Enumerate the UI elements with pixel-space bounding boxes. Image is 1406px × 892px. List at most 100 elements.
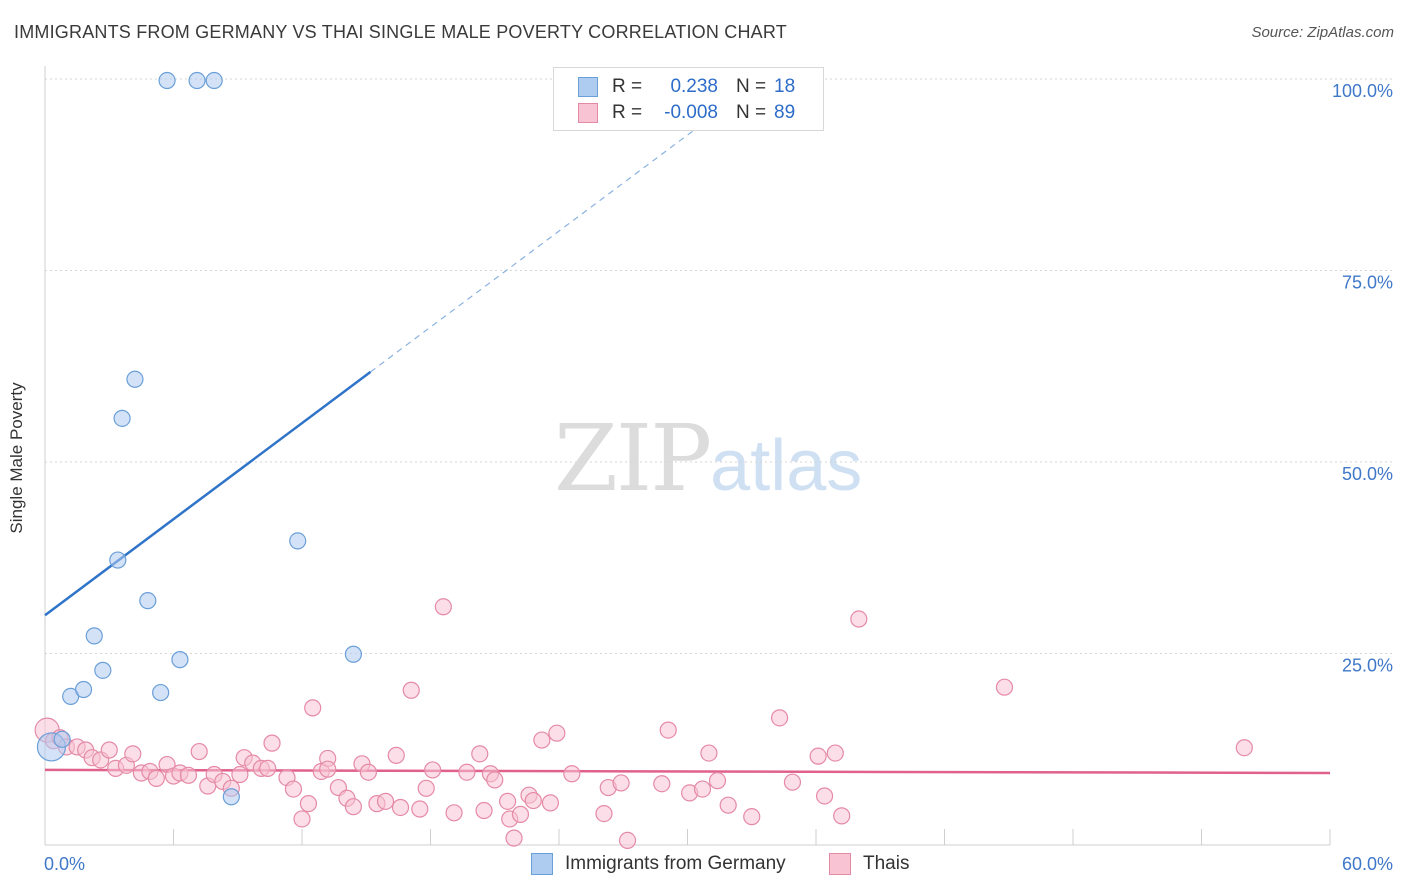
data-point-thais — [524, 791, 542, 810]
data-point-thais — [659, 721, 677, 739]
data-point-thais — [402, 681, 420, 699]
data-point-thais — [424, 761, 442, 779]
data-point-thais — [486, 771, 504, 789]
data-point-thais — [499, 792, 517, 810]
data-point-germany — [289, 532, 307, 550]
data-point-thais — [541, 794, 560, 812]
legend-n-label: N = — [736, 102, 767, 123]
legend-n-label: N = — [736, 76, 767, 97]
data-point-germany — [113, 409, 131, 427]
data-point-germany — [158, 71, 176, 90]
axes — [44, 66, 1331, 846]
x-tick-label-max: 60.0% — [1342, 854, 1393, 874]
legend-r-label: R = — [612, 76, 643, 97]
data-point-thais — [304, 699, 322, 717]
data-point-thais — [995, 678, 1014, 696]
data-point-thais — [359, 763, 377, 781]
legend-n-value: 18 — [774, 76, 796, 97]
bottom-legend-swatch-germany — [531, 853, 553, 875]
data-point-thais — [124, 745, 142, 763]
data-point-thais — [471, 745, 489, 763]
data-point-germany — [109, 551, 127, 569]
data-point-thais — [548, 724, 566, 742]
data-point-thais — [708, 772, 727, 790]
data-point-thais — [417, 779, 435, 797]
trend-line-germany — [44, 370, 372, 617]
data-point-germany — [85, 627, 103, 645]
bottom-legend-swatch-thais — [829, 853, 851, 875]
legend-n-value: 89 — [774, 102, 796, 123]
legend-r-value: -0.008 — [664, 102, 718, 123]
data-point-thais — [263, 734, 281, 752]
data-point-thais — [293, 810, 311, 828]
data-point-thais — [809, 747, 827, 765]
data-point-thais — [100, 741, 118, 759]
data-point-thais — [743, 808, 761, 826]
bottom-legend-germany: Immigrants from Germany — [531, 852, 786, 876]
data-point-thais — [833, 807, 851, 825]
data-point-thais — [475, 801, 493, 820]
legend-r-value: 0.238 — [670, 76, 718, 97]
data-point-thais — [179, 766, 198, 784]
y-tick-label: 75.0% — [1342, 273, 1393, 293]
data-point-germany — [222, 788, 240, 806]
data-point-thais — [344, 798, 362, 816]
data-point-thais — [815, 787, 834, 805]
data-point-thais — [284, 780, 303, 798]
tick-labels: 25.0% 50.0% 75.0% 100.0% 0.0% 60.0% — [44, 81, 1393, 874]
grid-lines — [45, 78, 1395, 654]
data-point-thais — [563, 765, 581, 783]
data-point-thais — [700, 744, 718, 762]
watermark: ZIPatlas — [554, 405, 862, 512]
trend-lines — [44, 78, 1331, 775]
data-point-germany — [205, 71, 223, 90]
data-point-thais — [190, 742, 208, 761]
data-point-thais — [458, 763, 476, 781]
data-point-thais — [653, 775, 671, 793]
data-point-thais — [259, 759, 277, 778]
data-point-thais — [618, 831, 637, 850]
data-point-germany — [53, 730, 71, 748]
data-point-germany — [126, 370, 144, 388]
data-point-thais — [719, 796, 737, 814]
data-point-thais — [231, 765, 249, 784]
data-point-thais — [612, 774, 630, 792]
data-point-thais — [445, 804, 463, 822]
data-point-thais — [387, 746, 405, 764]
data-point-thais — [147, 769, 165, 787]
data-point-thais — [533, 731, 551, 749]
chart-title: IMMIGRANTS FROM GERMANY VS THAI SINGLE M… — [14, 22, 787, 42]
y-tick-label: 25.0% — [1342, 656, 1393, 676]
data-point-thais — [770, 709, 789, 727]
legend-r-label: R = — [612, 102, 643, 123]
data-point-thais — [391, 798, 410, 817]
data-point-thais — [826, 744, 844, 762]
data-point-germany — [94, 661, 112, 679]
data-point-thais — [411, 800, 429, 818]
data-point-germany — [139, 592, 157, 610]
legend-swatch-thais — [578, 103, 598, 123]
x-tick-label-min: 0.0% — [44, 854, 85, 874]
data-point-thais — [783, 773, 802, 791]
y-tick-label: 50.0% — [1342, 464, 1393, 484]
data-point-thais — [511, 805, 530, 823]
data-point-thais — [850, 610, 868, 628]
data-point-thais — [505, 829, 523, 847]
data-point-thais — [434, 598, 452, 616]
data-points — [34, 71, 1253, 850]
source-label: Source: ZipAtlas.com — [1251, 24, 1394, 41]
bottom-legend-label-thais: Thais — [863, 853, 910, 874]
data-point-germany — [344, 645, 362, 663]
data-point-thais — [1235, 739, 1253, 757]
stats-legend: R = 0.238 N = 18 R = -0.008 N = 89 — [553, 67, 824, 131]
data-point-germany — [171, 651, 189, 669]
legend-swatch-germany — [578, 77, 598, 97]
bottom-legend-thais: Thais — [829, 852, 909, 876]
data-point-thais — [299, 795, 318, 813]
data-point-germany — [152, 683, 170, 702]
legend-row-thais: R = -0.008 N = 89 — [578, 100, 795, 126]
data-point-thais — [693, 780, 712, 798]
data-point-germany — [74, 680, 93, 699]
data-point-thais — [319, 760, 337, 778]
